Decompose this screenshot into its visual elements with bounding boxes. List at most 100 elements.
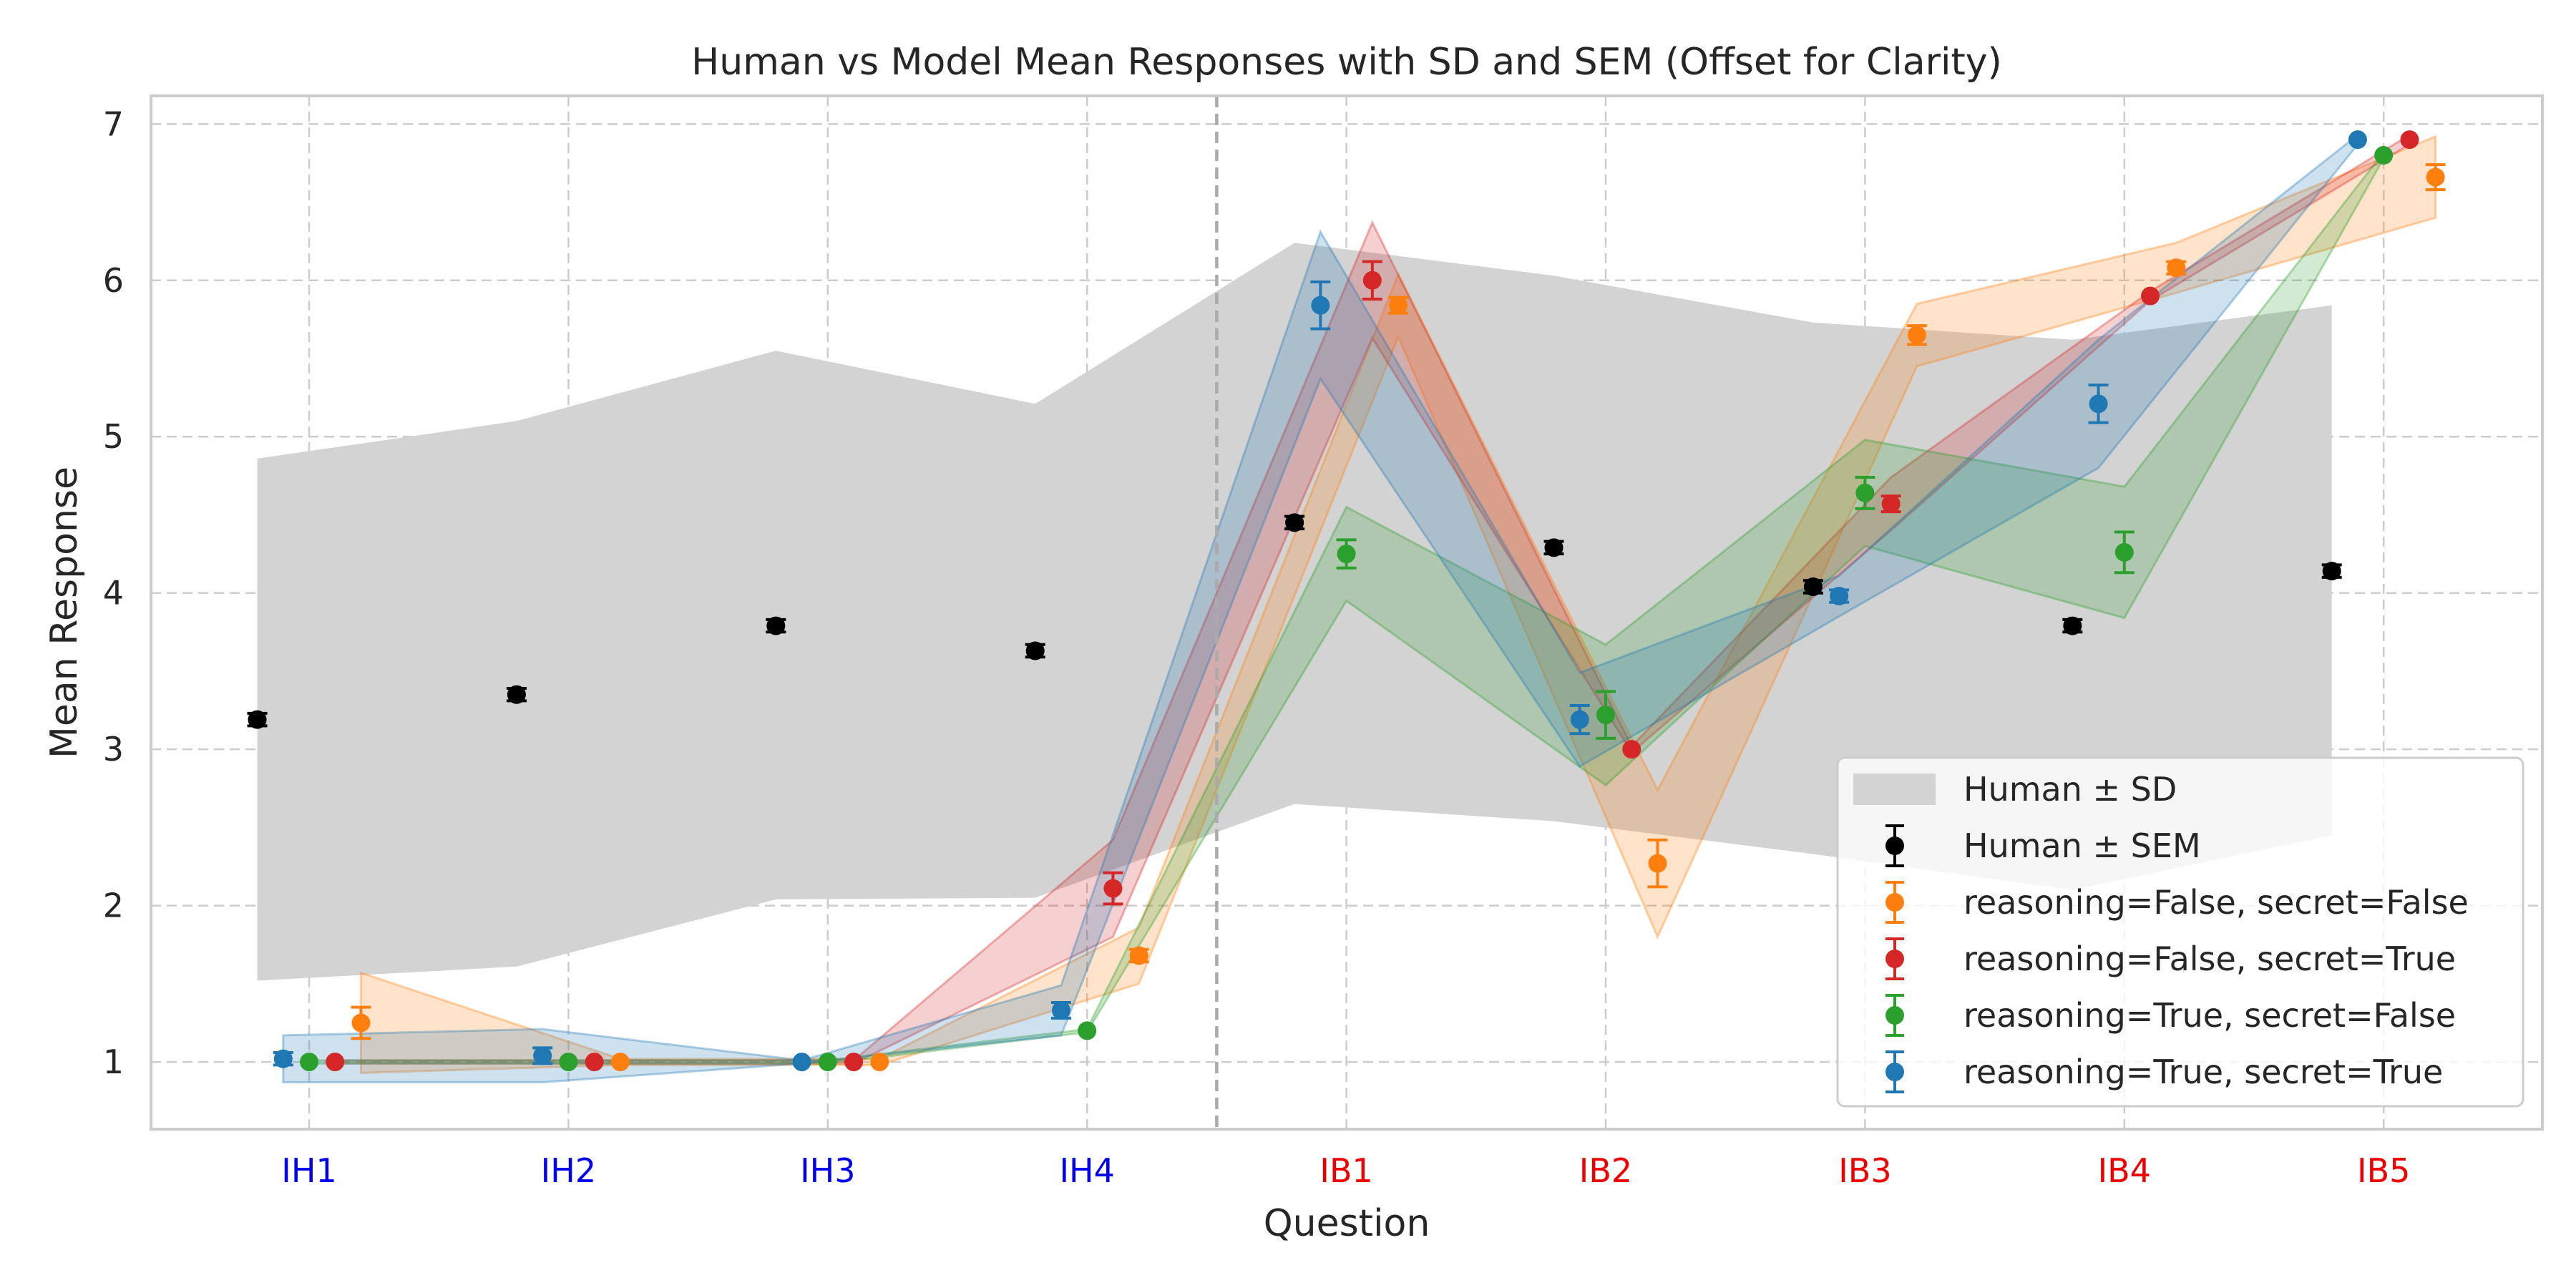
data-point: [1803, 577, 1823, 596]
data-point: [2322, 562, 2341, 581]
human-point: [1025, 641, 1045, 660]
series-point: [273, 1049, 293, 1068]
series-point: [2114, 530, 2135, 575]
y-tick-label: 6: [103, 261, 124, 300]
human-point: [247, 710, 268, 729]
data-point: [792, 1053, 811, 1072]
series-point: [2348, 130, 2367, 150]
data-point: [1051, 1000, 1070, 1020]
human-sd-band: [257, 243, 2332, 981]
series-point: [2400, 130, 2419, 150]
legend-item-series: reasoning=True, secret=True: [1885, 1050, 2443, 1093]
human-point: [506, 685, 527, 704]
y-axis-ticks: 1 2 3 4 5 6 7: [103, 104, 124, 1081]
data-point: [1025, 641, 1045, 660]
human-point: [766, 616, 786, 635]
legend-swatch: [1853, 774, 1936, 805]
legend: Human ± SD Human ± SEM reasoning=False, se…: [1836, 756, 2524, 1108]
data-point: [2348, 130, 2367, 150]
series-point: [792, 1053, 811, 1072]
human-point: [1802, 577, 1823, 596]
human-point: [1284, 513, 1305, 532]
data-point: [766, 616, 786, 635]
series-point: [2166, 258, 2187, 278]
data-point: [248, 710, 267, 729]
series-point: [1596, 690, 1616, 740]
series-point: [326, 1053, 345, 1072]
data-point: [2426, 167, 2445, 187]
series-point: [1880, 494, 1901, 514]
data-point: [610, 1053, 630, 1072]
data-point: [1881, 494, 1901, 514]
data-point: [2089, 394, 2108, 414]
series-point: [1103, 871, 1123, 906]
series-point: [2141, 286, 2160, 306]
data-point: [507, 685, 526, 704]
human-point: [1543, 538, 1564, 557]
series-point: [818, 1053, 837, 1072]
data-point: [2114, 542, 2134, 562]
x-tick-label: IB1: [1319, 1151, 1372, 1190]
data-point: [326, 1053, 345, 1072]
data-point: [1337, 545, 1356, 564]
legend-item-series: reasoning=False, secret=True: [1885, 937, 2456, 980]
series-point: [1050, 1000, 1071, 1020]
legend-label: Human ± SEM: [1963, 826, 2201, 865]
series-point: [610, 1053, 630, 1072]
data-point: [1544, 538, 1563, 557]
legend-item-series: reasoning=True, secret=False: [1885, 994, 2456, 1037]
series-point: [1388, 296, 1409, 315]
y-tick-label: 2: [103, 887, 124, 925]
y-tick-label: 4: [103, 574, 124, 613]
data-point: [1389, 296, 1408, 315]
data-point: [1103, 879, 1123, 898]
series-point: [1855, 476, 1875, 510]
x-axis-ticks: IH1 IH2 IH3 IH4 IB1 IB2 IB3 IB4 IB5: [281, 1151, 2410, 1190]
series-point: [844, 1053, 864, 1072]
y-tick-label: 7: [103, 104, 124, 143]
series-point: [585, 1053, 604, 1072]
series-point: [1569, 703, 1590, 736]
series-point: [1362, 260, 1382, 301]
series-point: [2374, 146, 2394, 165]
y-tick-label: 1: [103, 1043, 124, 1081]
data-point: [2063, 616, 2082, 635]
data-point: [1570, 710, 1589, 729]
data-point: [559, 1053, 578, 1072]
data-point: [1855, 483, 1875, 502]
x-tick-label: IH1: [281, 1151, 336, 1190]
y-tick-label: 5: [103, 417, 124, 456]
data-markers: [247, 130, 2446, 1072]
plot-frame: [150, 94, 2544, 1131]
x-tick-label: IH2: [541, 1151, 596, 1190]
series-point: [1078, 1021, 1097, 1040]
series-point: [1336, 538, 1357, 570]
data-point: [2374, 146, 2394, 165]
x-tick-label: IH4: [1059, 1151, 1114, 1190]
legend-item-series: reasoning=False, secret=False: [1885, 881, 2469, 924]
legend-marker: [1885, 893, 1904, 912]
x-tick-label: IB5: [2357, 1151, 2410, 1190]
data-point: [1362, 270, 1382, 290]
series-point: [300, 1053, 318, 1072]
data-point: [2400, 130, 2419, 150]
x-tick-label: IB3: [1838, 1151, 1891, 1190]
data-point: [585, 1053, 604, 1072]
data-point: [1596, 706, 1615, 725]
legend-item-human-sd: Human ± SD: [1853, 770, 2177, 809]
data-point: [300, 1053, 318, 1072]
legend-marker: [1885, 1063, 1904, 1081]
legend-label: reasoning=False, secret=False: [1963, 883, 2469, 922]
data-point: [1648, 854, 1667, 873]
data-point: [273, 1049, 293, 1068]
series-point: [1647, 838, 1668, 889]
series-point: [1310, 280, 1331, 331]
data-point: [1285, 513, 1304, 532]
series-point: [1829, 587, 1850, 606]
x-axis-label: Question: [1264, 1202, 1430, 1245]
legend-label: Human ± SD: [1963, 770, 2177, 809]
series-point: [870, 1053, 889, 1072]
data-point: [1830, 587, 1849, 606]
legend-marker: [1885, 836, 1904, 855]
data-point: [1078, 1021, 1097, 1040]
